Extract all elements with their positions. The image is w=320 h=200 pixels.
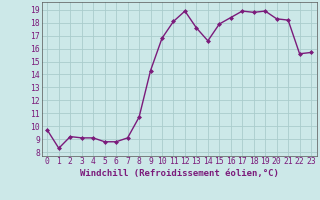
X-axis label: Windchill (Refroidissement éolien,°C): Windchill (Refroidissement éolien,°C) xyxy=(80,169,279,178)
